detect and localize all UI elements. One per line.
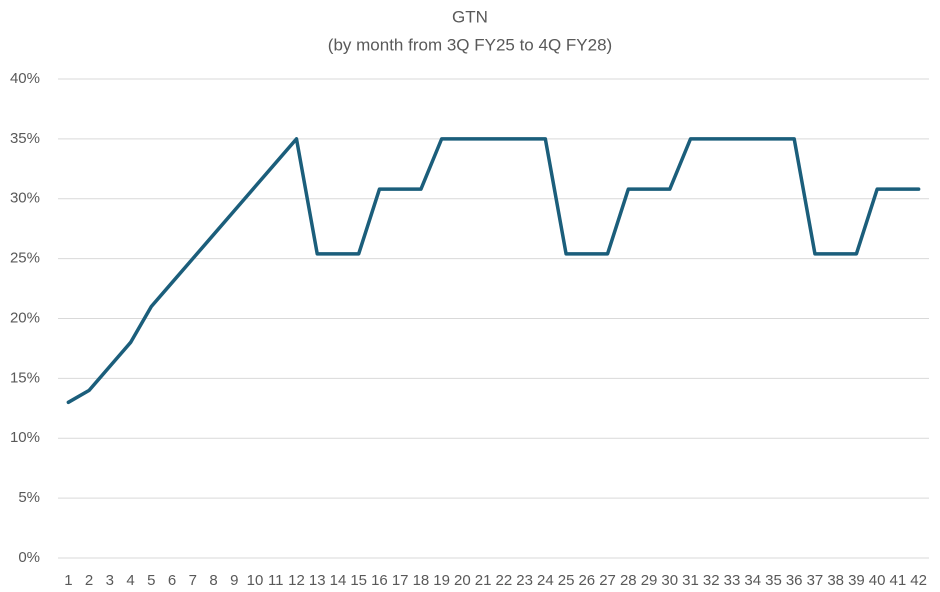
y-tick-label: 15%: [10, 369, 40, 386]
x-tick-label: 28: [620, 572, 637, 589]
chart-subtitle: (by month from 3Q FY25 to 4Q FY28): [328, 35, 612, 54]
y-tick-label: 0%: [18, 549, 40, 566]
x-tick-label: 26: [578, 572, 595, 589]
x-tick-label: 10: [247, 572, 264, 589]
x-tick-label: 30: [661, 572, 678, 589]
x-tick-label: 39: [848, 572, 865, 589]
x-tick-label: 15: [350, 572, 367, 589]
x-tick-label: 6: [168, 572, 176, 589]
x-tick-label: 24: [537, 572, 554, 589]
data-line: [66, 137, 921, 405]
x-tick-label: 7: [189, 572, 197, 589]
x-tick-label: 12: [288, 572, 305, 589]
x-tick-label: 35: [765, 572, 782, 589]
x-tick-label: 23: [516, 572, 533, 589]
x-tick-label: 42: [910, 572, 927, 589]
x-tick-label: 37: [807, 572, 824, 589]
x-tick-label: 22: [496, 572, 513, 589]
x-tick-label: 34: [744, 572, 761, 589]
x-tick-label: 1: [64, 572, 72, 589]
x-tick-label: 3: [106, 572, 114, 589]
x-tick-label: 16: [371, 572, 388, 589]
y-tick-label: 30%: [10, 190, 40, 207]
x-tick-label: 21: [475, 572, 492, 589]
x-tick-label: 5: [147, 572, 155, 589]
x-tick-label: 29: [641, 572, 658, 589]
x-tick-label: 2: [85, 572, 93, 589]
x-tick-label: 17: [392, 572, 409, 589]
y-tick-label: 40%: [10, 70, 40, 87]
x-tick-label: 13: [309, 572, 326, 589]
x-tick-label: 33: [724, 572, 741, 589]
x-tick-label: 19: [433, 572, 450, 589]
y-tick-label: 25%: [10, 250, 40, 267]
x-tick-label: 14: [330, 572, 347, 589]
y-tick-label: 35%: [10, 130, 40, 147]
x-tick-label: 36: [786, 572, 803, 589]
x-tick-label: 9: [230, 572, 238, 589]
y-tick-label: 10%: [10, 429, 40, 446]
x-tick-label: 11: [268, 572, 284, 589]
y-tick-label: 5%: [18, 489, 40, 506]
x-tick-label: 40: [869, 572, 886, 589]
y-tick-label: 20%: [10, 309, 40, 326]
x-tick-label: 27: [599, 572, 616, 589]
x-tick-label: 31: [682, 572, 699, 589]
x-tick-label: 41: [890, 572, 907, 589]
x-tick-label: 18: [413, 572, 430, 589]
x-tick-label: 8: [209, 572, 217, 589]
chart-title: GTN: [452, 7, 488, 26]
x-tick-label: 25: [558, 572, 575, 589]
x-tick-label: 4: [126, 572, 134, 589]
x-tick-label: 38: [827, 572, 844, 589]
x-tick-label: 32: [703, 572, 720, 589]
x-tick-label: 20: [454, 572, 471, 589]
